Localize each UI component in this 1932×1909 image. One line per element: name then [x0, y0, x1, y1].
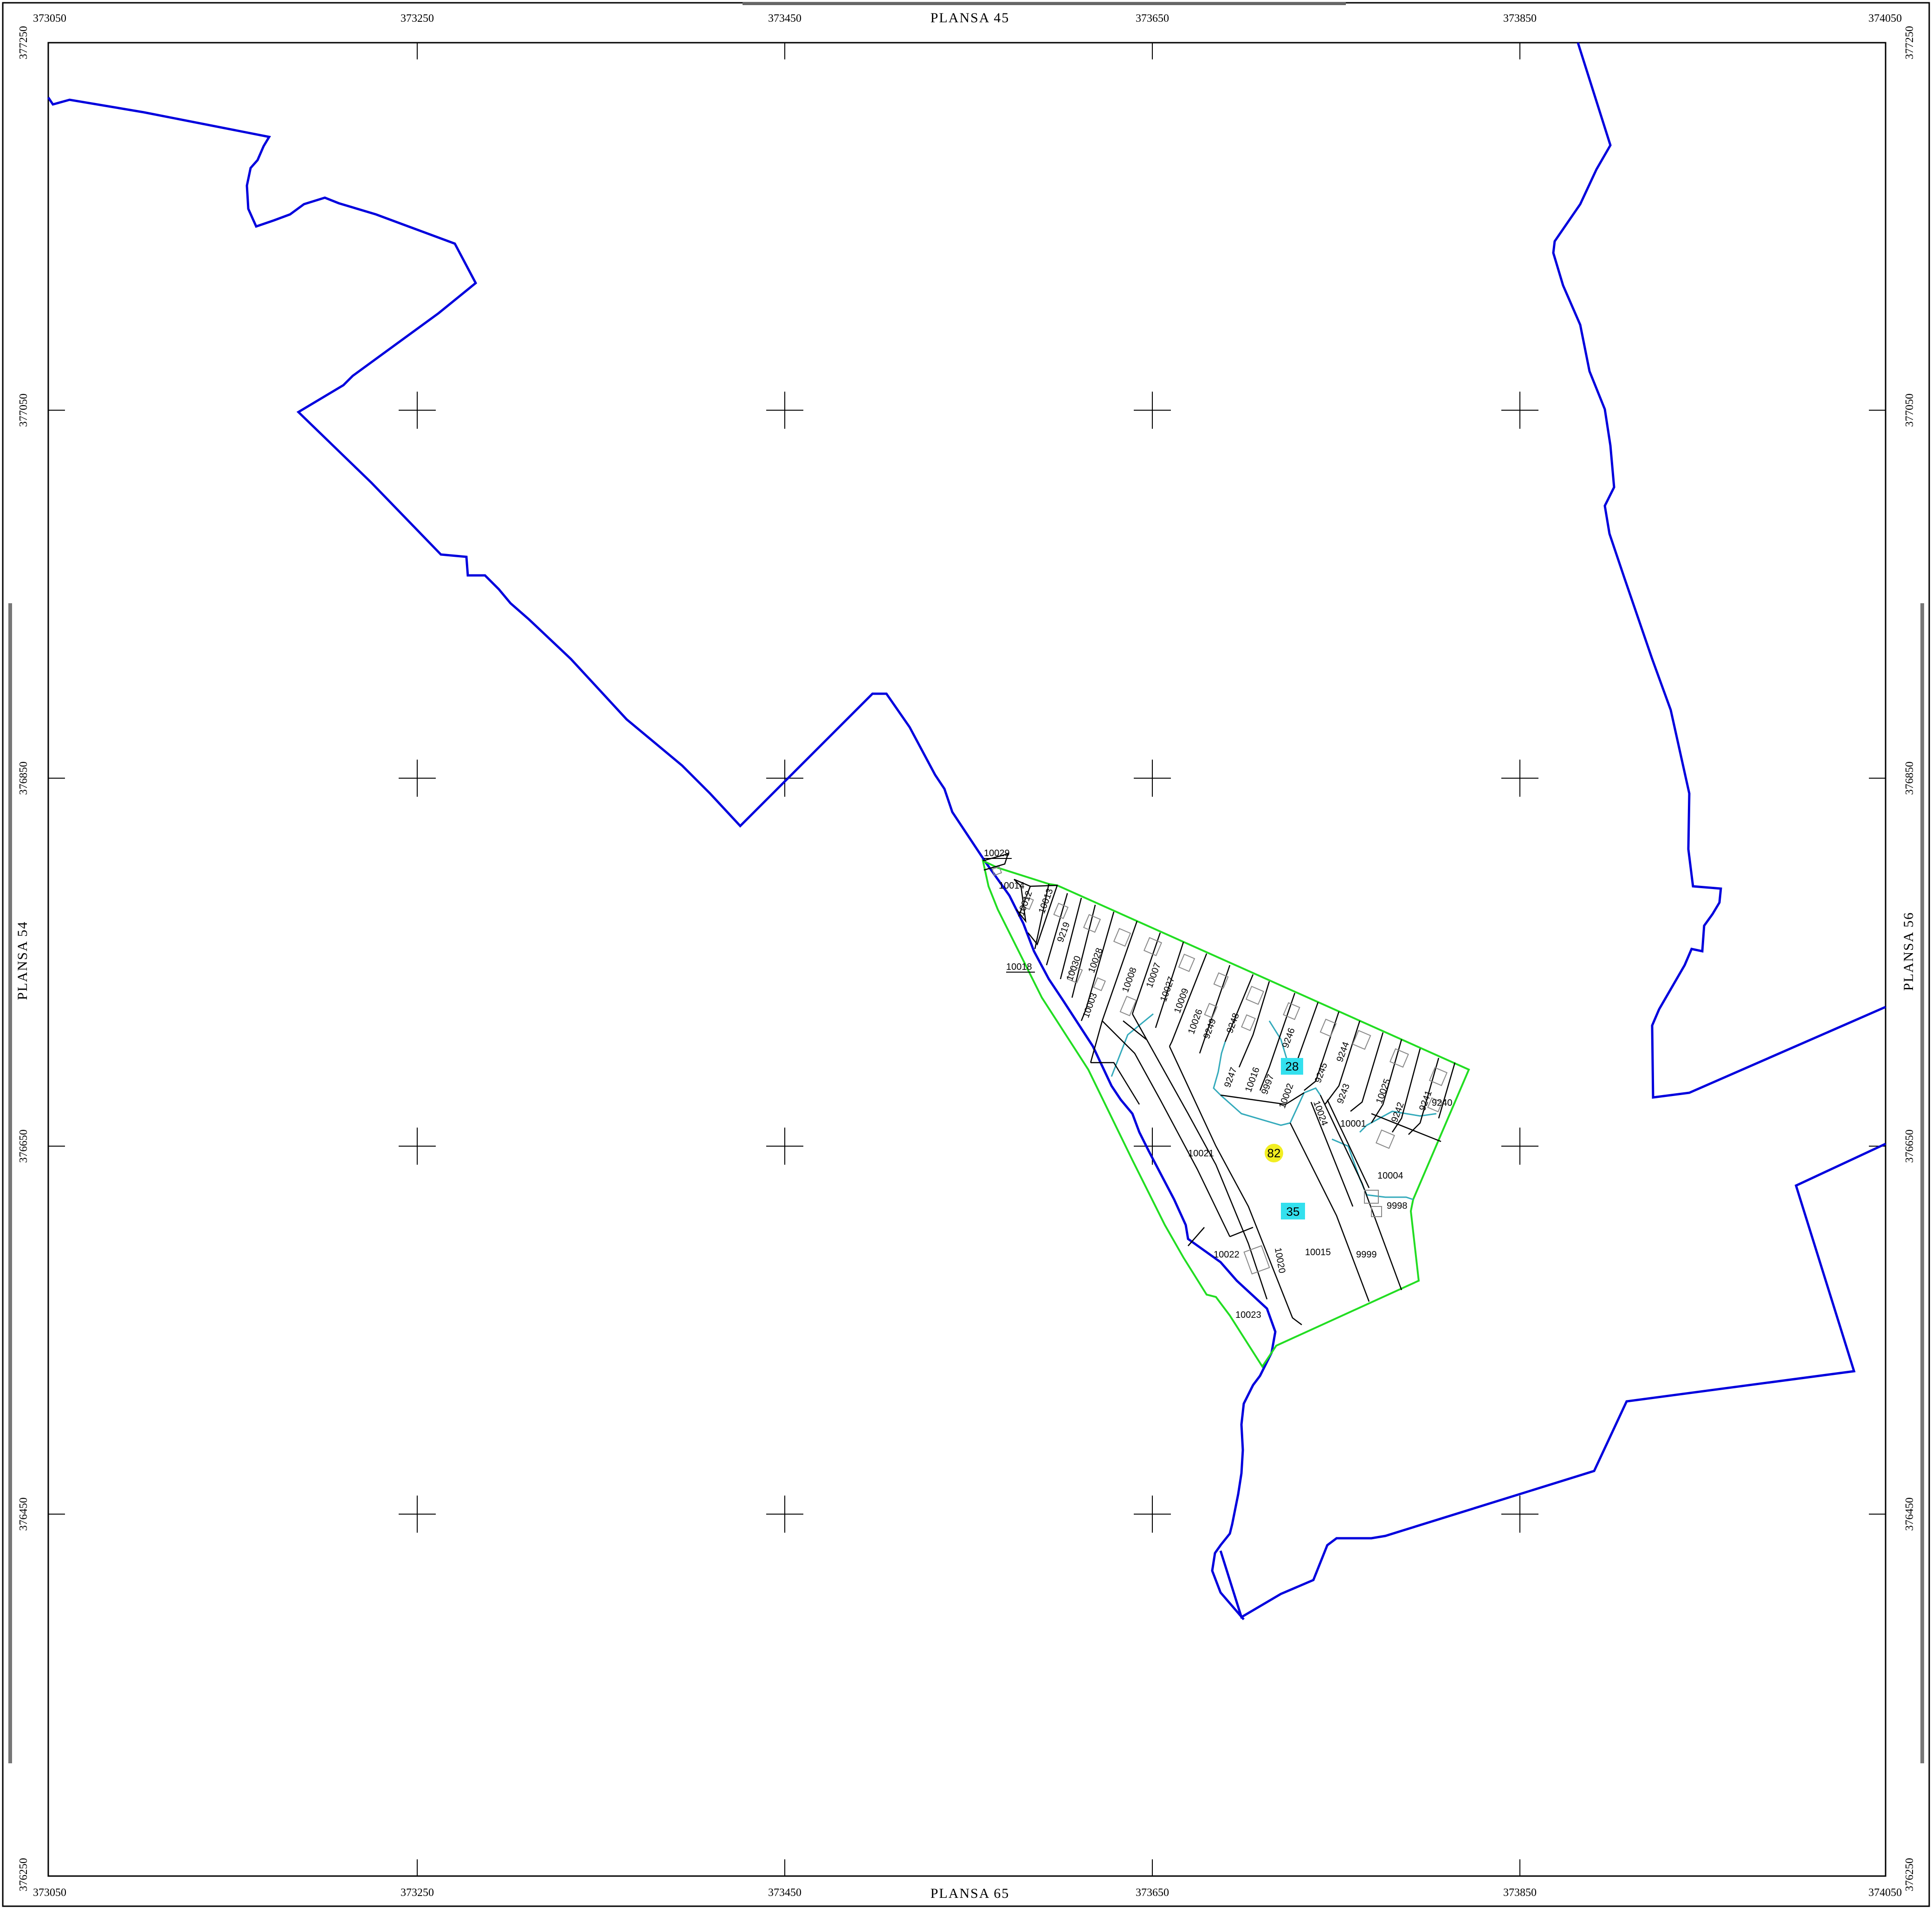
- parcel-label: 10003: [1081, 992, 1099, 1019]
- y-coord-label: 376450: [18, 1497, 30, 1531]
- parcel-label: 10020: [1273, 1247, 1287, 1274]
- label-leaders: [984, 858, 1035, 973]
- boundary-line-west: [47, 97, 1277, 1620]
- parcel-label: 10007: [1144, 961, 1163, 989]
- parcel-label: 10030: [1065, 954, 1083, 982]
- x-coord-label: 373450: [768, 13, 801, 25]
- adjacent-sheet-right: PLANSA 56: [1901, 912, 1916, 991]
- parcel-label: 9240: [1432, 1098, 1453, 1108]
- x-coord-label: 373050: [33, 1887, 66, 1899]
- parcel-label: 10004: [1377, 1171, 1403, 1181]
- sector-boundary: [982, 859, 1470, 1368]
- sub-zone-lines: [1111, 1013, 1437, 1200]
- parcel-label: 10029: [984, 848, 1010, 858]
- y-coord-label: 376850: [1904, 761, 1916, 795]
- x-coord-label: 373050: [33, 13, 66, 25]
- badge-28[interactable]: 28: [1281, 1058, 1303, 1075]
- y-coord-label: 376850: [18, 761, 30, 795]
- adjacent-sheet-top: PLANSA 45: [930, 10, 1010, 26]
- parcel-label: 10015: [1305, 1247, 1331, 1258]
- parcel-label: 9999: [1356, 1250, 1377, 1260]
- x-coord-label: 374050: [1868, 13, 1902, 25]
- parcel-label: 10026: [1186, 1008, 1205, 1036]
- x-coord-label: 373250: [401, 1887, 434, 1899]
- parcel-label: 9243: [1335, 1082, 1352, 1105]
- parcel-label: 10023: [1235, 1310, 1261, 1320]
- x-coord-label: 373250: [401, 13, 434, 25]
- badge-label: 35: [1286, 1205, 1300, 1219]
- x-coord-label: 374050: [1868, 1887, 1902, 1899]
- parcel-label: 9244: [1335, 1040, 1351, 1063]
- x-coordinates-top: 373050 373250 373450 373650 373850 37405…: [33, 13, 1902, 25]
- y-coord-label: 377050: [1904, 393, 1916, 427]
- x-coord-label: 373850: [1503, 1887, 1537, 1899]
- y-coord-label: 377050: [18, 393, 30, 427]
- y-coord-label: 376450: [1904, 1497, 1916, 1531]
- grid-crosses: [399, 392, 1538, 1533]
- parcel-label: 9249: [1202, 1017, 1218, 1040]
- parcel-label: 10008: [1120, 966, 1139, 994]
- x-coord-label: 373450: [768, 1887, 801, 1899]
- parcel-label: 9997: [1260, 1073, 1276, 1096]
- y-coordinates-right: 377250 377050 376850 376650 376450 37625…: [1904, 26, 1916, 1891]
- y-coord-label: 376250: [18, 1858, 30, 1891]
- parcel-number-labels: 10029 10014 10012 10013 9219 10018 10030…: [984, 848, 1453, 1320]
- parcel-label: 10016: [1243, 1066, 1262, 1094]
- parcel-label: 10028: [1086, 947, 1105, 974]
- y-coord-label: 376650: [1904, 1129, 1916, 1163]
- y-coord-label: 376250: [1904, 1858, 1916, 1891]
- parcel-label: 9245: [1313, 1061, 1330, 1084]
- parcel-label: 10002: [1277, 1082, 1296, 1110]
- parcel-label: 10022: [1214, 1250, 1240, 1260]
- y-coord-label: 377250: [1904, 26, 1916, 59]
- frame-ticks: [48, 43, 1886, 1876]
- x-coord-label: 373650: [1136, 13, 1169, 25]
- adjacent-sheet-left: PLANSA 54: [15, 921, 30, 1000]
- badge-35[interactable]: 35: [1281, 1203, 1305, 1219]
- badge-label: 28: [1286, 1059, 1299, 1073]
- parcel-label: 10018: [1006, 962, 1032, 972]
- parcel-label: 10024: [1311, 1099, 1330, 1127]
- badge-label: 82: [1267, 1146, 1281, 1160]
- parcel-label: 10001: [1340, 1119, 1366, 1129]
- inner-frame: [47, 42, 1887, 1877]
- parcel-label: 10027: [1158, 975, 1177, 1003]
- x-coordinates-bottom: 373050 373250 373450 373650 373850 37405…: [33, 1887, 1902, 1899]
- parcel-label: 9248: [1225, 1012, 1241, 1034]
- parcel-label: 9247: [1222, 1066, 1239, 1089]
- y-coord-label: 377250: [18, 26, 30, 59]
- parcel-label: 9246: [1280, 1026, 1297, 1049]
- parcel-label: 9998: [1387, 1201, 1408, 1211]
- y-coordinates-left: 377250 377050 376850 376650 376450 37625…: [18, 26, 30, 1891]
- building-footprints: [991, 866, 1448, 1275]
- parcel-label: 10014: [999, 881, 1025, 891]
- x-coord-label: 373650: [1136, 1887, 1169, 1899]
- boundary-line-south: [1219, 1142, 1887, 1619]
- parcel-label: 10021: [1188, 1148, 1214, 1159]
- adjacent-sheet-bottom: PLANSA 65: [930, 1886, 1010, 1901]
- parcel-label: 10025: [1374, 1077, 1393, 1105]
- boundary-line-east: [1552, 42, 1887, 1099]
- badge-82[interactable]: 82: [1265, 1144, 1283, 1162]
- x-coord-label: 373850: [1503, 13, 1537, 25]
- y-coord-label: 376650: [18, 1129, 30, 1163]
